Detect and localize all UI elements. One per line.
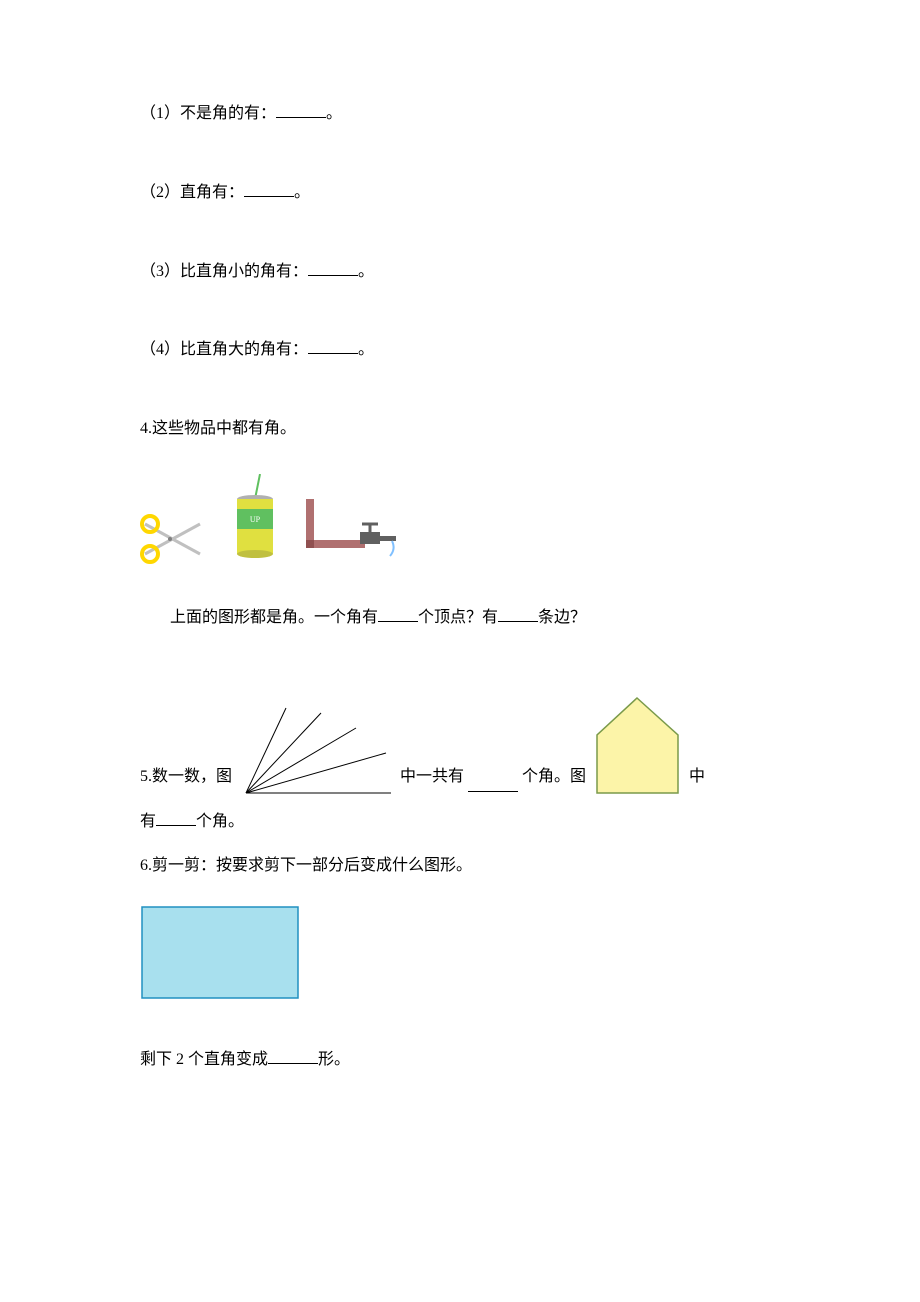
objects-images: UP bbox=[140, 474, 780, 564]
q3-suffix: 。 bbox=[358, 263, 374, 280]
question-4: （4）比直角大的角有： 。 bbox=[140, 336, 780, 365]
s5-p2: 中一共有 bbox=[400, 763, 464, 792]
pipe-image bbox=[300, 494, 410, 564]
s6-p1: 剩下 2 个直角变成 bbox=[140, 1051, 268, 1068]
angle-fan-image bbox=[236, 703, 396, 798]
blank-q1[interactable] bbox=[276, 102, 326, 118]
q1-suffix: 。 bbox=[326, 105, 342, 122]
q4-prefix: （4）比直角大的角有： bbox=[140, 341, 308, 358]
q2-suffix: 。 bbox=[294, 184, 310, 201]
s5-p5: 有 bbox=[140, 813, 156, 830]
s6-p2: 形。 bbox=[318, 1051, 350, 1068]
section-4-text: 上面的图形都是角。一个角有 个顶点？有 条边？ bbox=[170, 604, 780, 633]
q1-prefix: （1）不是角的有： bbox=[140, 105, 276, 122]
s4-p3: 条边？ bbox=[538, 609, 586, 626]
s5-p6: 个角。 bbox=[196, 813, 244, 830]
s4-p2: 个顶点？有 bbox=[418, 609, 498, 626]
s4-p1: 上面的图形都是角。一个角有 bbox=[170, 609, 378, 626]
question-1: （1）不是角的有： 。 bbox=[140, 100, 780, 129]
q4-suffix: 。 bbox=[358, 341, 374, 358]
s5-p4: 中 bbox=[689, 763, 705, 792]
svg-text:UP: UP bbox=[250, 515, 261, 524]
house-shape-image bbox=[590, 693, 685, 798]
blank-q2[interactable] bbox=[244, 181, 294, 197]
section-4-title: 4.这些物品中都有角。 bbox=[140, 415, 780, 444]
blank-s5-1[interactable] bbox=[468, 776, 518, 792]
q2-prefix: （2）直角有： bbox=[140, 184, 244, 201]
question-3: （3）比直角小的角有： 。 bbox=[140, 258, 780, 287]
blank-s4-2[interactable] bbox=[498, 606, 538, 622]
scissors-image bbox=[140, 514, 210, 564]
s5-p3: 个角。图 bbox=[522, 763, 586, 792]
question-2: （2）直角有： 。 bbox=[140, 179, 780, 208]
blank-q3[interactable] bbox=[308, 260, 358, 276]
blank-s4-1[interactable] bbox=[378, 606, 418, 622]
blank-q4[interactable] bbox=[308, 338, 358, 354]
can-image: UP bbox=[230, 474, 280, 564]
blank-s6[interactable] bbox=[268, 1048, 318, 1064]
section-5-cont: 有 个角。 bbox=[140, 808, 780, 837]
q3-prefix: （3）比直角小的角有： bbox=[140, 263, 308, 280]
section-6-text: 剩下 2 个直角变成 形。 bbox=[140, 1046, 780, 1075]
section-6-title: 6.剪一剪：按要求剪下一部分后变成什么图形。 bbox=[140, 852, 780, 881]
blue-rectangle bbox=[140, 905, 780, 1011]
s5-p1: 5.数一数，图 bbox=[140, 763, 232, 792]
section-5: 5.数一数，图 中一共有 个角。图 中 bbox=[140, 693, 780, 798]
blank-s5-2[interactable] bbox=[156, 810, 196, 826]
